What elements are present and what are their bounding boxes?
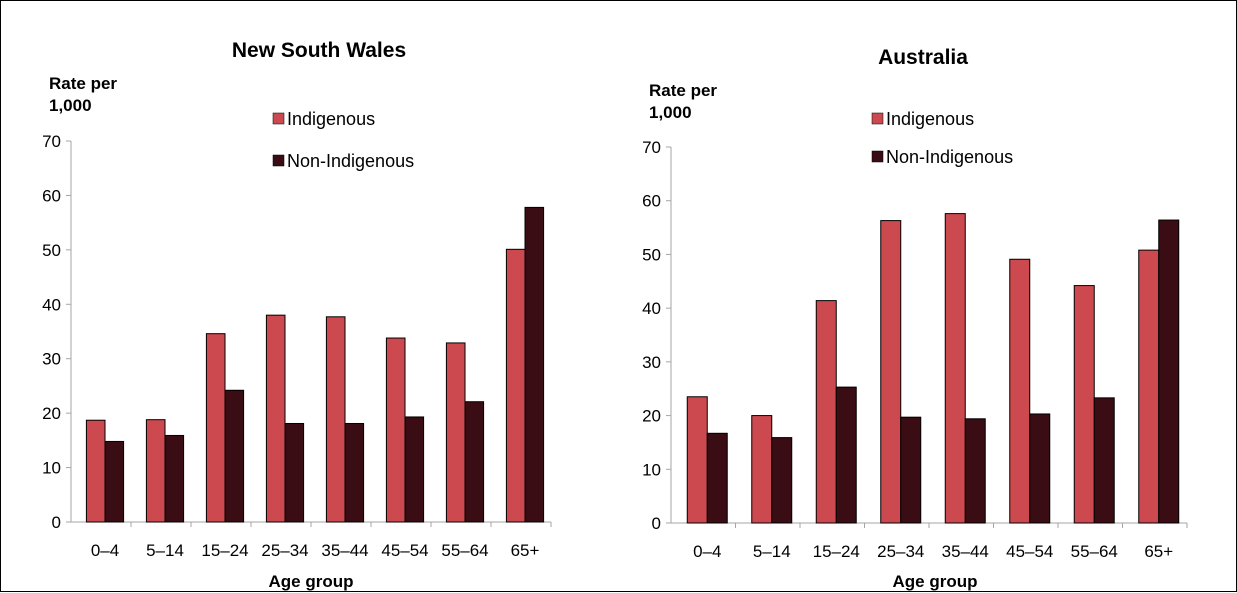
nsw-x-tick-label: 0–4 (91, 541, 119, 560)
aus-y-tick-label: 0 (652, 514, 661, 533)
aus-y-tick-label: 40 (642, 299, 661, 318)
aus-y-tick-label: 20 (642, 407, 661, 426)
nsw-x-tick-label: 25–34 (261, 541, 308, 560)
aus-legend-swatch-non-indigenous (871, 150, 884, 163)
aus-x-tick-label: 45–54 (1006, 542, 1053, 561)
nsw-x-tick-label: 55–64 (441, 541, 488, 560)
aus-bar-non-indigenous (1029, 413, 1051, 524)
nsw-bar-indigenous (505, 248, 526, 523)
aus-bar-indigenous (944, 213, 966, 524)
nsw-legend-swatch-non-indigenous (272, 154, 285, 167)
nsw-bar-non-indigenous (104, 440, 125, 523)
nsw-y-tick-label: 30 (42, 350, 61, 369)
aus-y-tick-label: 10 (642, 460, 661, 479)
nsw-bar-indigenous (325, 316, 346, 523)
aus-bar-indigenous (815, 300, 837, 524)
nsw-legend-swatch-indigenous (272, 112, 285, 125)
nsw-chart-title: New South Wales (232, 39, 406, 62)
aus-bar-indigenous (880, 220, 902, 524)
nsw-y-tick-label: 0 (52, 513, 61, 532)
nsw-ylabel-line1: Rate per (49, 74, 117, 93)
aus-x-tick-label: 25–34 (877, 542, 924, 561)
nsw-y-tick-label: 20 (42, 404, 61, 423)
aus-legend-swatch-indigenous (871, 112, 884, 125)
nsw-bar-indigenous (145, 419, 166, 523)
nsw-x-tick-label: 15–24 (201, 541, 248, 560)
aus-y-tick-label: 70 (642, 138, 661, 157)
aus-bar-non-indigenous (706, 432, 728, 524)
aus-bar-non-indigenous (835, 386, 857, 524)
nsw-ylabel-line2: 1,000 (49, 96, 92, 115)
aus-x-tick-label: 5–14 (753, 542, 791, 561)
aus-legend-label-non-indigenous: Non-Indigenous (886, 147, 1013, 167)
aus-bar-non-indigenous (1093, 397, 1115, 524)
nsw-x-tick-label: 35–44 (321, 541, 368, 560)
nsw-y-tick-label: 70 (42, 132, 61, 151)
aus-y-tick-label: 60 (642, 192, 661, 211)
nsw-bar-non-indigenous (524, 206, 545, 523)
aus-bar-non-indigenous (771, 437, 793, 524)
nsw-y-tick-label: 10 (42, 459, 61, 478)
aus-bar-indigenous (1073, 285, 1095, 524)
nsw-bar-non-indigenous (164, 434, 185, 523)
aus-y-tick-label: 50 (642, 245, 661, 264)
aus-bar-indigenous (1138, 249, 1160, 524)
nsw-y-tick-label: 50 (42, 241, 61, 260)
aus-x-tick-label: 0–4 (693, 542, 721, 561)
aus-ylabel-line1: Rate per (649, 81, 717, 100)
aus-ylabel-line2: 1,000 (649, 103, 692, 122)
nsw-bar-indigenous (205, 333, 226, 523)
nsw-bar-non-indigenous (464, 401, 485, 523)
aus-legend-label-indigenous: Indigenous (886, 109, 974, 129)
aus-y-tick-label: 30 (642, 353, 661, 372)
aus-x-tick-label: 35–44 (942, 542, 989, 561)
nsw-bar-indigenous (385, 337, 406, 523)
nsw-bar-non-indigenous (284, 422, 305, 523)
nsw-x-tick-label: 5–14 (146, 541, 184, 560)
nsw-bar-indigenous (85, 419, 106, 523)
nsw-bar-indigenous (265, 314, 286, 523)
nsw-bar-non-indigenous (344, 422, 365, 523)
aus-x-tick-label: 15–24 (813, 542, 860, 561)
nsw-y-tick-label: 60 (42, 186, 61, 205)
nsw-legend-label-non-indigenous: Non-Indigenous (287, 151, 414, 171)
aus-bar-indigenous (686, 396, 708, 524)
nsw-bar-non-indigenous (224, 389, 245, 523)
aus-x-tick-label: 65+ (1144, 542, 1173, 561)
aus-xlabel: Age group (893, 572, 978, 591)
aus-x-tick-label: 55–64 (1071, 542, 1118, 561)
aus-bar-non-indigenous (964, 418, 986, 524)
nsw-xlabel: Age group (269, 572, 354, 591)
aus-bar-indigenous (751, 415, 773, 524)
nsw-y-tick-label: 40 (42, 295, 61, 314)
aus-bar-indigenous (1009, 258, 1031, 524)
aus-bar-non-indigenous (900, 416, 922, 524)
aus-bar-non-indigenous (1158, 219, 1180, 524)
nsw-x-tick-label: 45–54 (381, 541, 428, 560)
nsw-bar-indigenous (445, 342, 466, 523)
nsw-legend-label-indigenous: Indigenous (287, 109, 375, 129)
nsw-bar-non-indigenous (404, 416, 425, 523)
aus-chart-title: Australia (878, 46, 968, 69)
nsw-x-tick-label: 65+ (511, 541, 540, 560)
